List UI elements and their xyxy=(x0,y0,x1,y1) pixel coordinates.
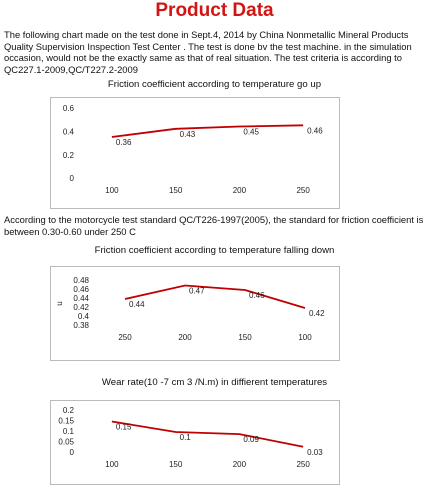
x-tick-label: 250 xyxy=(296,186,310,195)
data-label: 0.03 xyxy=(307,448,323,457)
y-axis-label: u xyxy=(55,301,64,305)
y-tick-label: 0.15 xyxy=(58,417,74,426)
y-tick-label: 0.42 xyxy=(73,303,89,312)
data-line xyxy=(111,420,304,448)
y-tick-label: 0 xyxy=(70,448,75,457)
data-label: 0.09 xyxy=(243,435,259,444)
data-label: 0.36 xyxy=(116,138,132,147)
data-label: 0.42 xyxy=(309,309,325,318)
chart: 0 0.2 0.4 0.6 100 150 200 250 0.36 0.43 0.45 0.46 xyxy=(50,97,340,209)
y-tick-label: 0.38 xyxy=(73,321,89,330)
x-tick-label: 150 xyxy=(169,460,183,469)
x-tick-label: 100 xyxy=(298,333,312,342)
data-label: 0.46 xyxy=(307,126,323,135)
x-tick-label: 150 xyxy=(238,333,252,342)
y-tick-label: 0.46 xyxy=(73,285,89,294)
data-label: 0.44 xyxy=(129,300,145,309)
chart-title: Friction coefficient according to temper… xyxy=(94,245,335,256)
x-tick-label: 250 xyxy=(118,333,132,342)
data-label: 0.15 xyxy=(116,423,132,432)
y-tick-label: 0.44 xyxy=(73,294,89,303)
chart-frame xyxy=(50,97,340,209)
x-tick-label: 100 xyxy=(105,186,119,195)
chart-frame xyxy=(50,400,340,485)
chart-frame xyxy=(50,266,340,361)
y-tick-label: 0.4 xyxy=(63,127,75,136)
y-tick-label: 0.4 xyxy=(78,312,90,321)
x-tick-label: 200 xyxy=(233,460,247,469)
data-label: 0.47 xyxy=(189,287,205,296)
data-label: 0.46 xyxy=(249,291,265,300)
y-tick-label: 0.1 xyxy=(63,427,75,436)
chart-title: Wear rate(10 -7 cm 3 /N.m) in diffierent… xyxy=(101,377,328,388)
y-tick-label: 0.2 xyxy=(63,151,75,160)
chart-title: Friction coefficient according to temper… xyxy=(107,79,322,90)
x-tick-label: 250 xyxy=(296,460,310,469)
y-tick-label: 0.48 xyxy=(73,276,89,285)
x-tick-label: 200 xyxy=(178,333,192,342)
page-title: Product Data xyxy=(155,0,274,21)
x-tick-label: 100 xyxy=(105,460,119,469)
y-tick-label: 0.2 xyxy=(63,406,75,415)
data-line xyxy=(124,284,306,309)
x-tick-label: 200 xyxy=(233,186,247,195)
intro-text: The following chart made on the test don… xyxy=(4,29,412,75)
data-line xyxy=(111,124,304,138)
data-label: 0.43 xyxy=(180,130,196,139)
y-tick-label: 0 xyxy=(70,174,75,183)
y-tick-label: 0.05 xyxy=(58,438,74,447)
data-label: 0.45 xyxy=(243,128,259,137)
y-tick-label: 0.6 xyxy=(63,104,75,113)
note-text: According to the motorcycle test standar… xyxy=(4,214,424,237)
x-tick-label: 150 xyxy=(169,186,183,195)
data-label: 0.1 xyxy=(180,433,192,442)
